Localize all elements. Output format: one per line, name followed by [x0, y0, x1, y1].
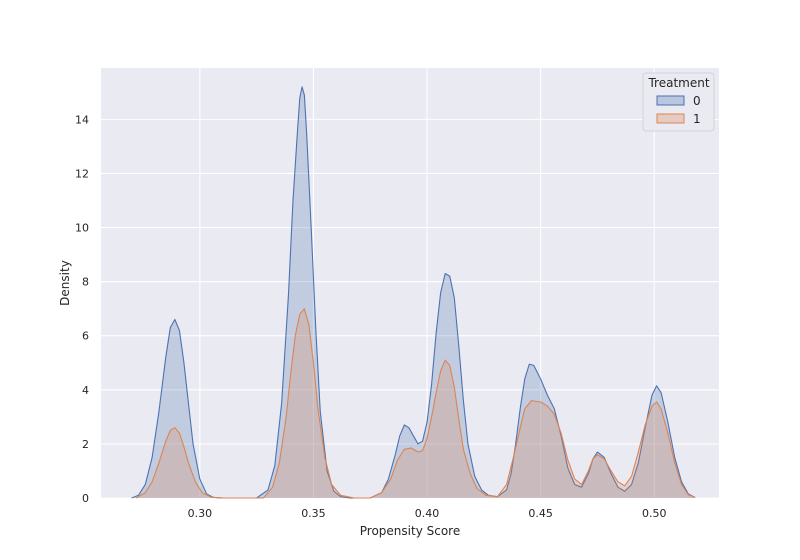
- legend-swatch-0: [656, 95, 685, 106]
- x-tick-label-2: 0.40: [415, 507, 440, 520]
- x-tick-label-4: 0.50: [642, 507, 667, 520]
- x-tick-label-1: 0.35: [301, 507, 326, 520]
- x-axis-title: Propensity Score: [360, 524, 460, 538]
- legend: Treatment 0 1: [642, 72, 715, 132]
- y-tick-label-3: 6: [82, 330, 89, 343]
- legend-swatch-1: [656, 113, 685, 124]
- legend-label-1: 1: [693, 112, 701, 126]
- y-axis-title: Density: [58, 260, 72, 306]
- y-tick-label-0: 0: [82, 492, 89, 505]
- y-tick-label-2: 4: [82, 384, 89, 397]
- series-1-line: [135, 308, 696, 499]
- y-tick-label-7: 14: [75, 113, 89, 126]
- x-tick-label-3: 0.45: [528, 507, 553, 520]
- legend-title: Treatment: [647, 76, 709, 90]
- series-0-area: [131, 86, 696, 499]
- legend-box: [642, 72, 715, 132]
- y-tick-label-5: 10: [75, 222, 89, 235]
- series-1-area: [136, 308, 696, 498]
- y-tick-label-1: 2: [82, 438, 89, 451]
- y-tick-label-4: 8: [82, 276, 89, 289]
- legend-label-0: 0: [693, 94, 701, 108]
- series-layer: [131, 86, 696, 499]
- x-tick-label-0: 0.30: [188, 507, 213, 520]
- y-tick-label-6: 12: [75, 167, 89, 180]
- plot-background: [101, 68, 719, 498]
- x-tick-labels: 0.30 0.35 0.40 0.45 0.50: [188, 507, 667, 520]
- y-tick-labels: 0 2 4 6 8 10 12 14: [75, 113, 89, 505]
